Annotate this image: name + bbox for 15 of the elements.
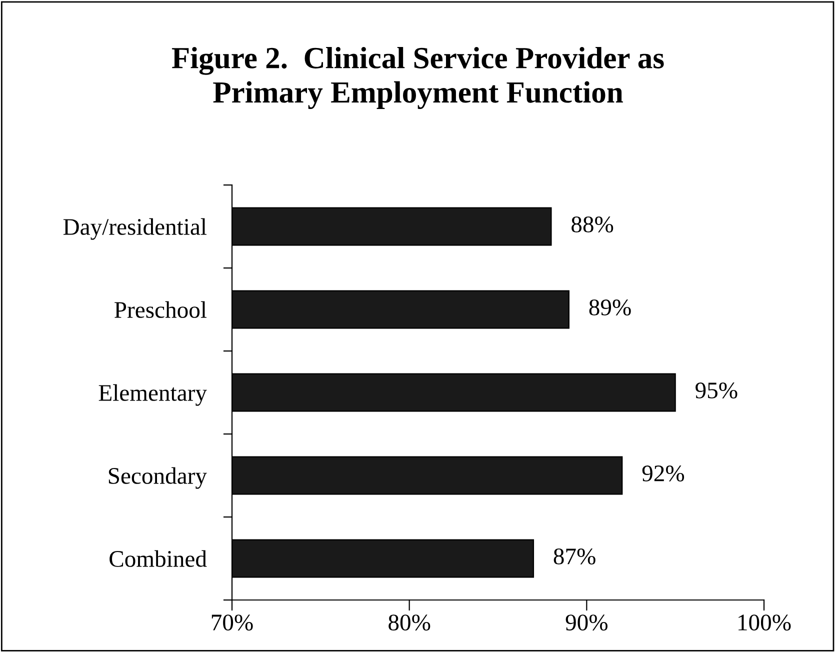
x-tick-label: 80% xyxy=(388,614,430,631)
y-tick-label: Combined xyxy=(110,550,207,567)
x-tick-label: 90% xyxy=(566,614,608,631)
x-tick-label: 70% xyxy=(212,614,253,631)
x-tick-label: 100% xyxy=(738,614,791,631)
data-label: 92% xyxy=(642,465,684,482)
data-label: 87% xyxy=(554,548,596,564)
data-label: 88% xyxy=(572,216,614,232)
y-tick-label: Elementary xyxy=(98,384,207,406)
y-tick-label: Day/residential xyxy=(63,218,207,240)
data-label: 95% xyxy=(696,382,738,398)
data-label: 89% xyxy=(589,299,631,316)
chart-title: Figure 2. Clinical Service Provider as Primary Employment Function xyxy=(172,46,664,110)
y-tick-label: Secondary xyxy=(108,467,207,489)
y-tick-label: Preschool xyxy=(114,301,207,318)
